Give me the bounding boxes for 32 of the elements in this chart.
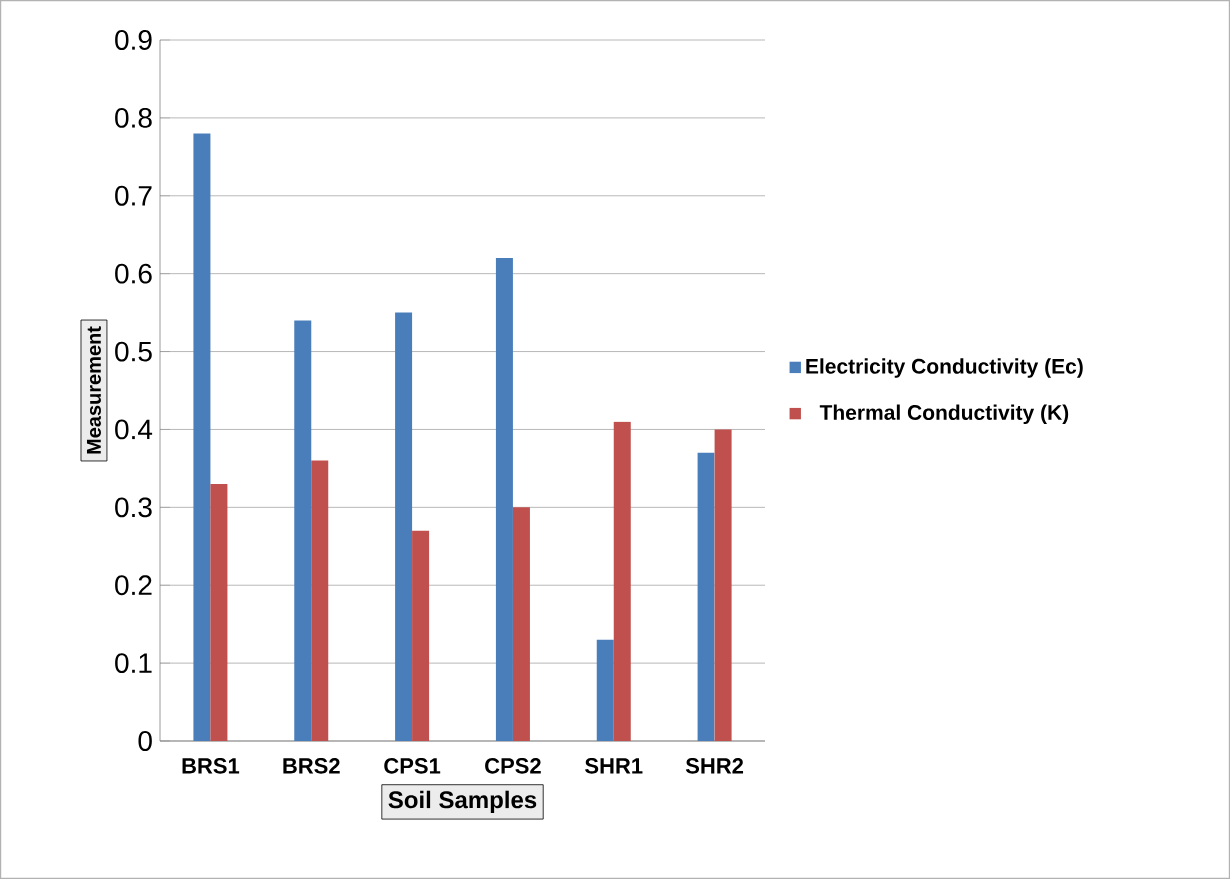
bar (294, 320, 312, 741)
y-tick-label: 0.8 (115, 107, 152, 128)
y-tick-label: 0.4 (115, 419, 153, 440)
y-tick-label: 0 (138, 731, 152, 751)
bar (697, 452, 715, 741)
bar (412, 530, 430, 741)
y-tick-label: 0.2 (115, 575, 152, 596)
bar (495, 258, 513, 741)
x-tick-label: CPS1 (384, 758, 441, 774)
y-axis-title: Measurement (86, 326, 101, 454)
bar (512, 507, 530, 741)
bar (395, 312, 413, 741)
x-axis-title: Soil Samples (388, 790, 537, 814)
x-tick-label: SHR1 (585, 758, 643, 774)
y-tick-label: 0.7 (115, 185, 152, 206)
legend-label: Electricity Conductivity (Ec) (806, 358, 1083, 378)
y-tick-label: 0.5 (115, 341, 152, 362)
y-tick-label: 0.3 (115, 497, 152, 518)
x-tick-label: BRS1 (182, 758, 240, 774)
legend-label: Thermal Conductivity (K) (819, 404, 1069, 425)
x-tick-label: SHR2 (685, 758, 744, 774)
y-tick-label: 0.1 (115, 653, 152, 674)
y-tick-label: 0.9 (115, 30, 152, 50)
x-tick-label: BRS2 (283, 758, 340, 774)
bar (311, 460, 329, 741)
y-tick-label: 0.6 (115, 263, 152, 284)
bar (596, 639, 614, 741)
bar (613, 421, 631, 741)
bar (714, 429, 732, 741)
bar (210, 483, 228, 741)
bar (193, 133, 211, 741)
x-tick-label: CPS2 (485, 758, 541, 774)
